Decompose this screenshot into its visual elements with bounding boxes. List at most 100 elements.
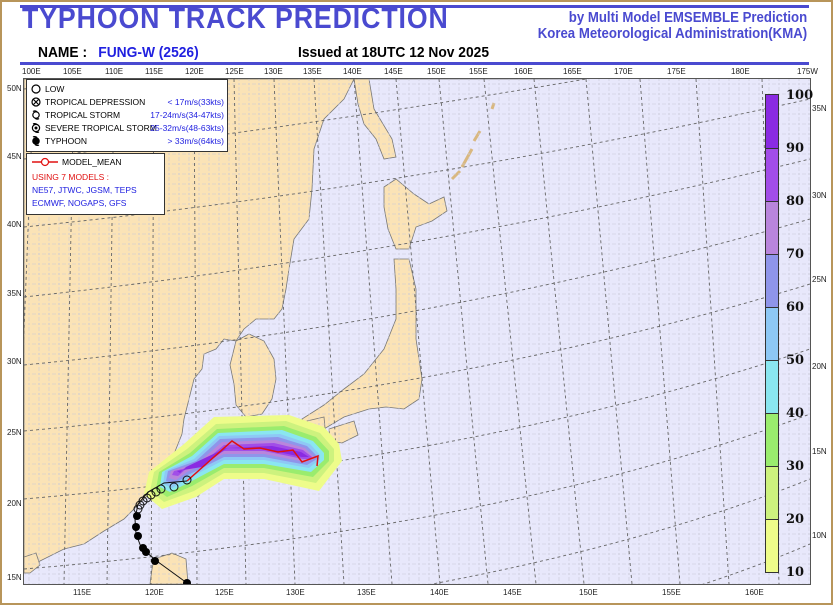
colorbar-label: 20: [786, 512, 805, 527]
lon-label: 125E: [215, 588, 234, 597]
models-line2: ECMWF, NOGAPS, GFS: [32, 198, 127, 208]
colorbar-label: 10: [786, 565, 805, 580]
colorbar-label: 60: [786, 300, 805, 315]
tropical-storm-icon: [32, 109, 40, 120]
colorbar-label: 80: [786, 194, 805, 209]
legend-label: SEVERE TROPICAL STORM: [45, 122, 157, 133]
lat-label: 20N: [812, 362, 827, 371]
colorbar-label: 40: [786, 406, 805, 421]
legend-label: TROPICAL STORM: [45, 109, 121, 120]
lon-label: 145E: [384, 67, 403, 76]
legend-row-sts: SEVERE TROPICAL STORM: [31, 121, 157, 134]
colorbar-segment: [766, 148, 778, 201]
lon-label: 125E: [225, 67, 244, 76]
page-title: TYPHOON TRACK PREDICTION: [22, 3, 449, 35]
colorbar-label: 70: [786, 247, 805, 262]
legend-row-ts: TROPICAL STORM: [31, 108, 120, 121]
lat-label: 20N: [7, 499, 22, 508]
model-legend: MODEL_MEAN USING 7 MODELS : NE57, JTWC, …: [26, 153, 165, 215]
legend-speed: > 33m/s(64kts): [167, 136, 224, 146]
colorbar-segment: [766, 307, 778, 360]
graticule: [24, 79, 810, 584]
lon-label: 120E: [185, 67, 204, 76]
intensity-legend: LOW TROPICAL DEPRESSION < 17m/s(33kts) T…: [26, 79, 228, 152]
subtitle: by Multi Model EMSEMBLE Prediction Korea…: [538, 10, 807, 42]
low-icon: [31, 83, 41, 94]
lat-label: 15N: [7, 573, 22, 582]
legend-row-ty: TYPHOON: [31, 134, 87, 147]
lat-label: 35N: [812, 104, 827, 113]
colorbar-segment: [766, 466, 778, 519]
legend-label: TYPHOON: [45, 135, 88, 146]
lon-label: 145E: [503, 588, 522, 597]
lon-label: 160E: [514, 67, 533, 76]
lat-label: 25N: [7, 428, 22, 437]
legend-speed: 25-32m/s(48-63kts): [150, 123, 224, 133]
colorbar-segment: [766, 413, 778, 466]
lon-label: 135E: [303, 67, 322, 76]
legend-label: TROPICAL DEPRESSION: [45, 96, 146, 107]
lat-label: 30N: [812, 191, 827, 200]
model-mean-track: [186, 440, 319, 482]
colorbar-segment: [766, 360, 778, 413]
lat-label: 45N: [7, 152, 22, 161]
probability-colorbar: [765, 94, 779, 573]
model-mean-row: MODEL_MEAN: [32, 157, 122, 167]
colorbar-label: 90: [786, 141, 805, 156]
lat-label: 40N: [7, 220, 22, 229]
colorbar-label: 50: [786, 353, 805, 368]
best-track: [132, 475, 192, 584]
name-value: FUNG-W (2526): [98, 44, 199, 61]
colorbar-segment: [766, 95, 778, 148]
legend-label: LOW: [45, 83, 65, 94]
lon-label: 180E: [731, 67, 750, 76]
using-models-label: USING 7 MODELS :: [32, 172, 109, 182]
lon-label: 120E: [145, 588, 164, 597]
lon-label: 140E: [430, 588, 449, 597]
lon-label: 150E: [427, 67, 446, 76]
lat-label: 50N: [7, 84, 22, 93]
lat-label: 25N: [812, 275, 827, 284]
typhoon-icon: [32, 135, 40, 146]
lon-label: 110E: [105, 67, 124, 76]
subtitle-line1: by Multi Model EMSEMBLE Prediction: [568, 9, 807, 26]
legend-speed: 17-24m/s(34-47kts): [150, 110, 224, 120]
lon-label: 170E: [614, 67, 633, 76]
lon-label: 130E: [264, 67, 283, 76]
lon-label: 140E: [343, 67, 362, 76]
strike-probability: [144, 415, 342, 509]
legend-row-td: TROPICAL DEPRESSION: [31, 95, 145, 108]
lon-label: 100E: [22, 67, 41, 76]
legend-row-low: LOW: [31, 82, 64, 95]
lon-label: 135E: [357, 588, 376, 597]
lon-label: 130E: [286, 588, 305, 597]
lon-label: 175E: [667, 67, 686, 76]
subtitle-line2: Korea Meteorological Administration(KMA): [537, 25, 807, 42]
name-label: NAME :: [38, 44, 88, 61]
lon-label: 155E: [469, 67, 488, 76]
colorbar-label: 100: [786, 88, 814, 103]
lon-label: 160E: [745, 588, 764, 597]
lon-label: 155E: [662, 588, 681, 597]
issued-time: Issued at 18UTC 12 Nov 2025: [298, 44, 490, 61]
lat-label: 15N: [812, 447, 827, 456]
tropical-depression-icon: [31, 96, 41, 107]
lon-label: 175W: [797, 67, 818, 76]
lon-label: 115E: [73, 588, 92, 597]
model-mean-line-icon: [32, 157, 58, 167]
lat-label: 35N: [7, 289, 22, 298]
lat-label: 30N: [7, 357, 22, 366]
colorbar-segment: [766, 201, 778, 254]
lon-label: 115E: [145, 67, 164, 76]
legend-speed: < 17m/s(33kts): [167, 97, 224, 107]
models-line1: NE57, JTWC, JGSM, TEPS: [32, 185, 137, 195]
lon-label: 105E: [63, 67, 82, 76]
colorbar-segment: [766, 254, 778, 307]
severe-tropical-storm-icon: [31, 122, 41, 133]
top-rule: [20, 5, 809, 8]
lon-label: 150E: [579, 588, 598, 597]
header-rule: [20, 62, 809, 65]
lat-label: 10N: [812, 531, 827, 540]
forecast-map: [23, 78, 811, 585]
colorbar-label: 30: [786, 459, 805, 474]
